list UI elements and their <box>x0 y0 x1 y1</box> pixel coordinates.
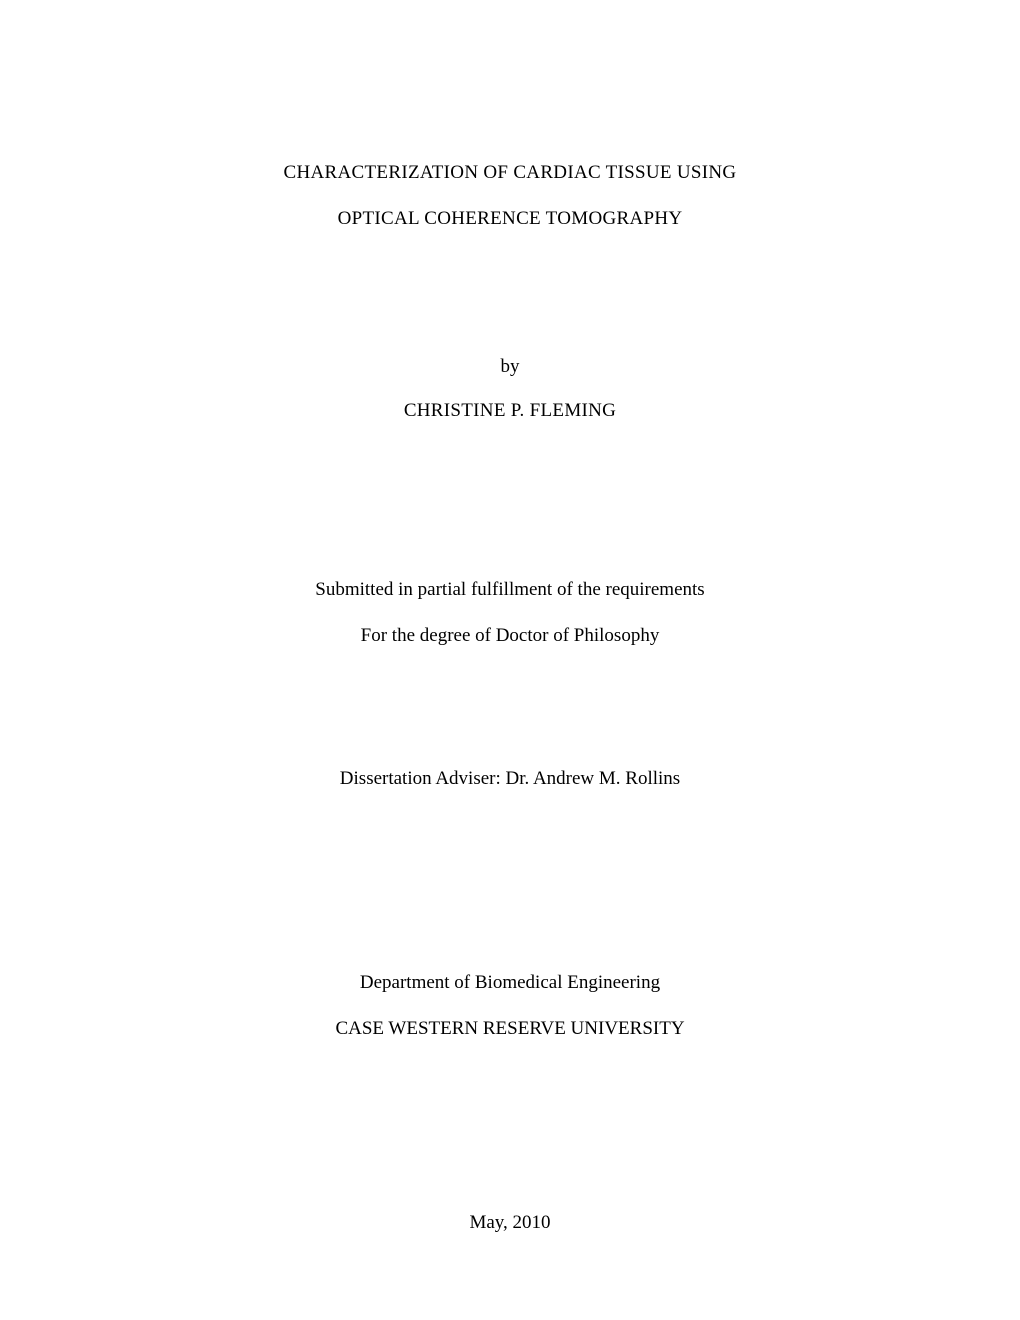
author-block: by CHRISTINE P. FLEMING <box>404 356 616 422</box>
by-label: by <box>404 356 616 378</box>
university-name: CASE WESTERN RESERVE UNIVERSITY <box>335 1006 684 1052</box>
fulfillment-statement: Submitted in partial fulfillment of the … <box>315 567 704 658</box>
date-block: May, 2010 <box>469 1212 550 1234</box>
title-line-2: OPTICAL COHERENCE TOMOGRAPHY <box>284 196 737 242</box>
department-block: Department of Biomedical Engineering CAS… <box>335 960 684 1051</box>
fulfillment-line-1: Submitted in partial fulfillment of the … <box>315 567 704 613</box>
dissertation-title: CHARACTERIZATION OF CARDIAC TISSUE USING… <box>284 150 737 241</box>
adviser-block: Dissertation Adviser: Dr. Andrew M. Roll… <box>340 768 680 790</box>
title-page: CHARACTERIZATION OF CARDIAC TISSUE USING… <box>0 0 1020 1320</box>
submission-date: May, 2010 <box>469 1212 550 1234</box>
author-name: CHRISTINE P. FLEMING <box>404 400 616 422</box>
adviser-name: Dissertation Adviser: Dr. Andrew M. Roll… <box>340 768 680 790</box>
department-name: Department of Biomedical Engineering <box>335 960 684 1006</box>
fulfillment-line-2: For the degree of Doctor of Philosophy <box>315 613 704 659</box>
title-line-1: CHARACTERIZATION OF CARDIAC TISSUE USING <box>284 150 737 196</box>
